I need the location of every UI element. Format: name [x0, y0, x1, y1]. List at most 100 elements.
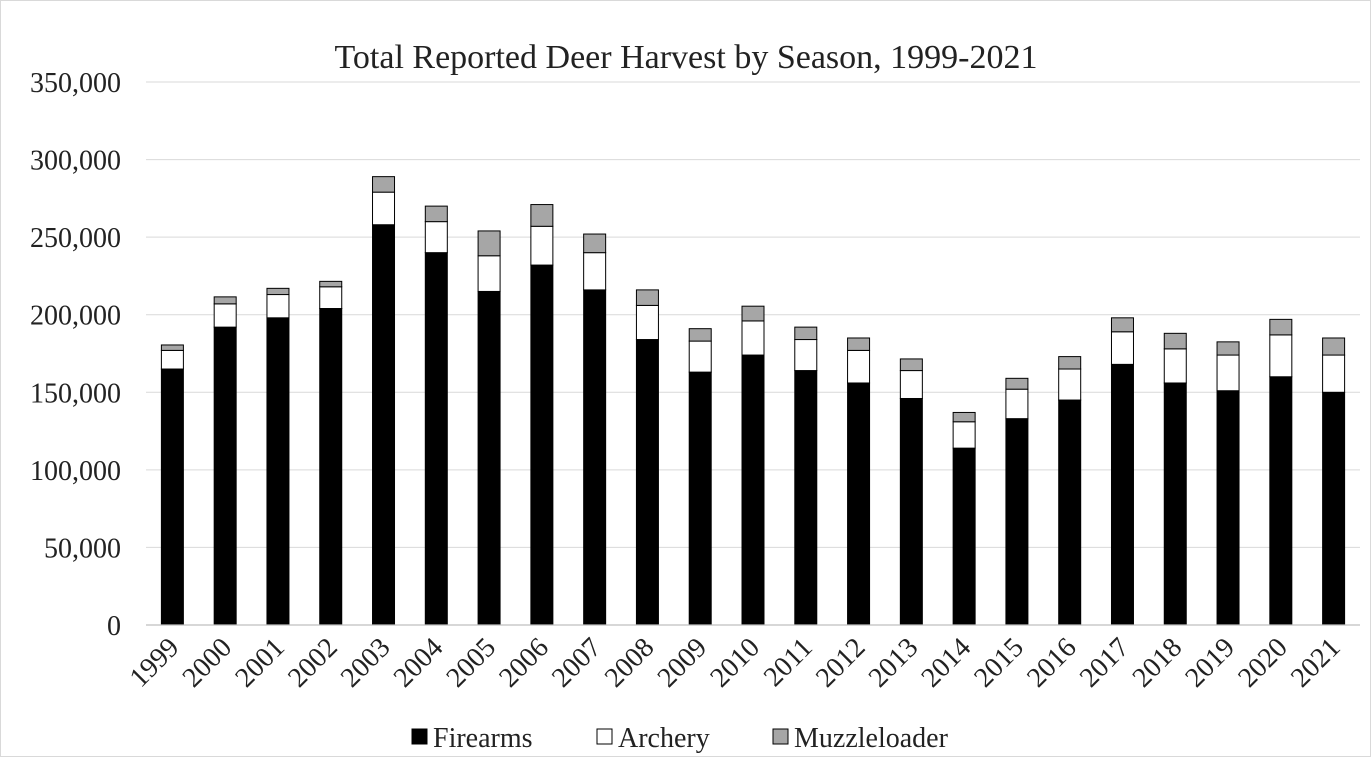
- bar-segment-archery: [1163, 348, 1187, 384]
- x-tick-label: 2012: [810, 632, 872, 694]
- legend-label-archery: Archery: [618, 723, 710, 754]
- bar-segment-archery: [160, 349, 184, 370]
- bar-segment-archery: [1058, 368, 1082, 401]
- legend-label-firearms: Firearms: [433, 723, 533, 754]
- bar-segment-firearms: [794, 370, 818, 626]
- x-tick-label: 2008: [599, 632, 661, 694]
- bar-segment-firearms: [583, 289, 607, 626]
- bar-segment-archery: [847, 349, 871, 384]
- legend: Firearms Archery Muzzleloader: [411, 723, 949, 754]
- bar-segment-firearms: [952, 447, 976, 626]
- legend-swatch-muzzleloader: [772, 728, 789, 745]
- bars: [160, 176, 1346, 626]
- x-tick-label: 2011: [758, 632, 819, 693]
- bar-segment-firearms: [477, 290, 501, 626]
- bar-segment-muzzleloader: [477, 230, 501, 257]
- bar-segment-firearms: [1322, 391, 1346, 626]
- bar-segment-muzzleloader: [688, 328, 712, 342]
- bar-segment-muzzleloader: [741, 305, 765, 322]
- bar-segment-firearms: [160, 368, 184, 626]
- x-tick-label: 2018: [1127, 632, 1189, 694]
- bar-segment-muzzleloader: [847, 337, 871, 351]
- bar-segment-firearms: [266, 317, 290, 626]
- bar-segment-archery: [266, 294, 290, 319]
- x-tick-label: 2004: [388, 632, 450, 694]
- x-tick-label: 2010: [704, 632, 766, 694]
- bar-segment-muzzleloader: [266, 287, 290, 296]
- y-tick-label: 0: [107, 611, 121, 642]
- bar-segment-muzzleloader: [424, 205, 448, 223]
- x-tick-label: 2009: [652, 632, 714, 694]
- bar-segment-muzzleloader: [583, 233, 607, 254]
- bar-segment-archery: [635, 304, 659, 341]
- bar-segment-archery: [899, 370, 923, 399]
- bar-segment-firearms: [1058, 399, 1082, 626]
- x-tick-label: 2000: [177, 632, 239, 694]
- y-tick-label: 100,000: [30, 456, 121, 487]
- y-tick-label: 350,000: [30, 68, 121, 99]
- y-tick-label: 250,000: [30, 223, 121, 254]
- x-tick-label: 2015: [968, 632, 1030, 694]
- bar-segment-muzzleloader: [319, 280, 343, 288]
- bar-segment-firearms: [1269, 376, 1293, 626]
- legend-swatch-firearms: [411, 728, 428, 745]
- bar-segment-archery: [424, 221, 448, 254]
- bar-segment-muzzleloader: [899, 358, 923, 372]
- y-tick-label: 50,000: [44, 533, 121, 564]
- bar-segment-muzzleloader: [530, 204, 554, 227]
- bar-segment-muzzleloader: [372, 176, 396, 193]
- x-axis-tick-labels: 1999200020012002200320042005200620072008…: [124, 632, 1347, 694]
- bar-segment-archery: [1110, 331, 1134, 365]
- legend-label-muzzleloader: Muzzleloader: [794, 723, 949, 754]
- bar-segment-muzzleloader: [1216, 341, 1240, 356]
- x-tick-label: 2014: [916, 632, 978, 694]
- bar-segment-archery: [372, 191, 396, 226]
- bar-segment-muzzleloader: [1005, 377, 1029, 390]
- bar-segment-archery: [1322, 354, 1346, 393]
- bar-segment-archery: [952, 421, 976, 449]
- chart-title: Total Reported Deer Harvest by Season, 1…: [335, 39, 1038, 76]
- bar-segment-firearms: [741, 354, 765, 626]
- x-tick-label: 2013: [863, 632, 925, 694]
- bar-segment-muzzleloader: [160, 344, 184, 351]
- legend-swatch-archery: [596, 728, 613, 745]
- x-tick-label: 2002: [282, 632, 344, 694]
- bar-segment-archery: [794, 339, 818, 372]
- bar-segment-archery: [1216, 354, 1240, 392]
- bar-segment-firearms: [1216, 390, 1240, 626]
- bar-segment-firearms: [424, 252, 448, 626]
- bar-segment-firearms: [899, 397, 923, 626]
- bar-segment-firearms: [1005, 418, 1029, 626]
- y-tick-label: 150,000: [30, 378, 121, 409]
- bar-segment-firearms: [372, 224, 396, 626]
- y-tick-label: 300,000: [30, 146, 121, 177]
- x-tick-label: 2001: [229, 632, 291, 694]
- bar-segment-archery: [530, 225, 554, 266]
- bar-segment-firearms: [213, 326, 237, 626]
- bar-segment-archery: [583, 252, 607, 291]
- x-tick-label: 2006: [493, 632, 555, 694]
- bar-segment-muzzleloader: [635, 289, 659, 306]
- bar-segment-firearms: [688, 371, 712, 626]
- bar-segment-archery: [688, 340, 712, 373]
- bar-segment-muzzleloader: [952, 411, 976, 423]
- bar-segment-muzzleloader: [1110, 317, 1134, 333]
- bar-segment-archery: [1005, 388, 1029, 420]
- x-tick-label: 2016: [1021, 632, 1083, 694]
- y-axis-tick-labels: 0 50,000 100,000 150,000 200,000 250,000 300,0…: [30, 68, 121, 642]
- bar-segment-archery: [477, 255, 501, 292]
- bar-segment-muzzleloader: [1163, 332, 1187, 350]
- bar-segment-archery: [741, 320, 765, 356]
- bar-segment-muzzleloader: [794, 326, 818, 341]
- bar-segment-firearms: [319, 308, 343, 626]
- bar-segment-archery: [319, 286, 343, 310]
- bar-segment-muzzleloader: [213, 296, 237, 305]
- bar-segment-firearms: [635, 339, 659, 626]
- bar-segment-muzzleloader: [1058, 356, 1082, 370]
- x-tick-label: 2007: [546, 632, 608, 694]
- bar-segment-firearms: [1163, 382, 1187, 626]
- bar-segment-firearms: [847, 382, 871, 626]
- bar-segment-muzzleloader: [1269, 318, 1293, 336]
